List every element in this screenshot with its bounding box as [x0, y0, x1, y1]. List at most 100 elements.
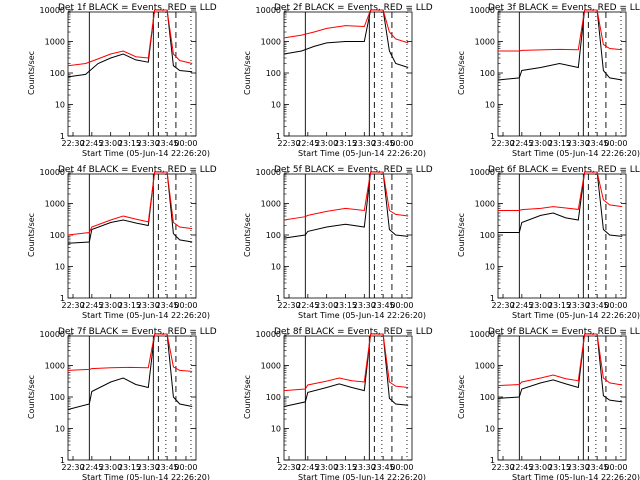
x-axis-label: Start Time (05-Jun-14 22:26:20): [512, 149, 640, 158]
x-tick-label: 22:30: [277, 301, 300, 310]
panel-title: Det 4f BLACK = Events, RED = LLD: [58, 165, 217, 175]
y-tick-label: 1: [60, 294, 65, 303]
y-axis-label: Counts/sec: [457, 213, 466, 257]
y-tick-label: 100: [266, 69, 281, 78]
x-tick-label: 22:45: [296, 463, 319, 472]
x-tick-label: 23:45: [586, 301, 609, 310]
x-tick-label: 23:30: [353, 139, 376, 148]
y-tick-label: 10000: [40, 168, 65, 177]
y-tick-label: 10000: [40, 6, 65, 15]
x-tick-label: 23:00: [529, 301, 552, 310]
y-axis-label: Counts/sec: [243, 51, 252, 95]
y-tick-label: 10000: [470, 6, 495, 15]
y-tick-label: 1: [490, 294, 495, 303]
x-tick-label: 00:00: [604, 139, 627, 148]
x-tick-label: 22:45: [80, 301, 103, 310]
y-tick-label: 100: [480, 69, 495, 78]
series-events: [67, 171, 193, 244]
x-tick-label: 23:45: [156, 301, 179, 310]
y-tick-label: 10: [271, 263, 281, 272]
y-tick-label: 1000: [261, 200, 281, 209]
x-tick-label: 23:45: [372, 301, 395, 310]
x-tick-label: 22:30: [491, 301, 514, 310]
y-tick-label: 1000: [475, 362, 495, 371]
x-tick-label: 00:00: [174, 463, 197, 472]
x-tick-label: 22:45: [510, 301, 533, 310]
y-tick-label: 1: [490, 456, 495, 465]
y-tick-label: 10: [271, 101, 281, 110]
x-tick-label: 23:00: [529, 139, 552, 148]
y-axis-label: Counts/sec: [27, 51, 36, 95]
x-axis-label: Start Time (05-Jun-14 22:26:20): [82, 473, 210, 480]
detector-panel-4: Det 4f BLACK = Events, RED = LLD 1 10 100 10…: [27, 165, 217, 320]
x-tick-label: 23:45: [156, 139, 179, 148]
plot-frame: [497, 173, 627, 299]
x-tick-label: 00:00: [390, 463, 413, 472]
y-tick-label: 1000: [45, 200, 65, 209]
series-lld: [283, 333, 409, 392]
series-lld: [498, 9, 623, 52]
x-tick-label: 23:30: [353, 301, 376, 310]
detector-panel-6: Det 6f BLACK = Events, RED = LLD 1 10 100 10…: [457, 165, 640, 320]
y-axis-label: Counts/sec: [27, 375, 36, 419]
y-tick-label: 10: [55, 263, 65, 272]
x-axis-label: Start Time (05-Jun-14 22:26:20): [298, 311, 426, 320]
x-tick-label: 22:45: [510, 139, 533, 148]
x-axis-label: Start Time (05-Jun-14 22:26:20): [82, 149, 210, 158]
detector-panel-2: Det 2f BLACK = Events, RED = LLD 1 10 100 10…: [243, 3, 433, 158]
x-tick-label: 22:30: [277, 139, 300, 148]
y-tick-label: 10: [485, 263, 495, 272]
x-tick-label: 23:45: [586, 139, 609, 148]
x-tick-label: 23:00: [99, 463, 122, 472]
x-tick-label: 23:30: [567, 463, 590, 472]
plot-frame: [67, 173, 197, 299]
y-axis-label: Counts/sec: [243, 375, 252, 419]
x-tick-label: 22:30: [61, 139, 84, 148]
series-events: [283, 9, 409, 68]
y-axis-label: Counts/sec: [457, 51, 466, 95]
y-tick-label: 100: [50, 69, 65, 78]
x-tick-label: 23:15: [548, 301, 571, 310]
detector-panel-1: Det 1f BLACK = Events, RED = LLD 1 10 100 10…: [27, 3, 217, 158]
panel-title: Det 2f BLACK = Events, RED = LLD: [274, 3, 433, 13]
x-tick-label: 00:00: [390, 301, 413, 310]
x-tick-label: 23:15: [118, 139, 141, 148]
series-lld: [67, 171, 193, 236]
x-tick-label: 00:00: [604, 301, 627, 310]
x-tick-label: 23:00: [315, 139, 338, 148]
series-events: [497, 9, 623, 81]
x-tick-label: 22:45: [80, 463, 103, 472]
series-events: [67, 333, 193, 410]
y-tick-label: 100: [480, 231, 495, 240]
x-axis-label: Start Time (05-Jun-14 22:26:20): [512, 473, 640, 480]
x-tick-label: 22:45: [296, 301, 319, 310]
x-tick-label: 23:30: [137, 463, 160, 472]
y-tick-label: 10000: [256, 168, 281, 177]
y-tick-label: 10000: [256, 6, 281, 15]
x-tick-label: 22:45: [296, 139, 319, 148]
series-events: [498, 171, 623, 237]
series-lld: [497, 333, 623, 387]
y-tick-label: 1: [276, 132, 281, 141]
y-tick-label: 1000: [261, 38, 281, 47]
y-tick-label: 10: [271, 425, 281, 434]
x-tick-label: 23:30: [137, 301, 160, 310]
series-lld: [498, 171, 623, 211]
y-axis-label: Counts/sec: [457, 375, 466, 419]
y-axis-label: Counts/sec: [243, 213, 252, 257]
plot-frame: [283, 173, 413, 299]
series-lld: [67, 9, 193, 67]
detector-panel-3: Det 3f BLACK = Events, RED = LLD 1 10 100 10…: [457, 3, 640, 158]
x-tick-label: 23:30: [353, 463, 376, 472]
x-tick-label: 23:15: [334, 463, 357, 472]
x-tick-label: 00:00: [174, 301, 197, 310]
x-tick-label: 22:45: [80, 139, 103, 148]
y-tick-label: 1: [60, 456, 65, 465]
panel-title: Det 5f BLACK = Events, RED = LLD: [274, 165, 433, 175]
x-tick-label: 00:00: [604, 463, 627, 472]
series-events: [67, 9, 193, 78]
detector-panel-7: Det 7f BLACK = Events, RED = LLD 1 10 100 10…: [27, 327, 217, 480]
series-events: [283, 171, 409, 239]
x-tick-label: 00:00: [390, 139, 413, 148]
